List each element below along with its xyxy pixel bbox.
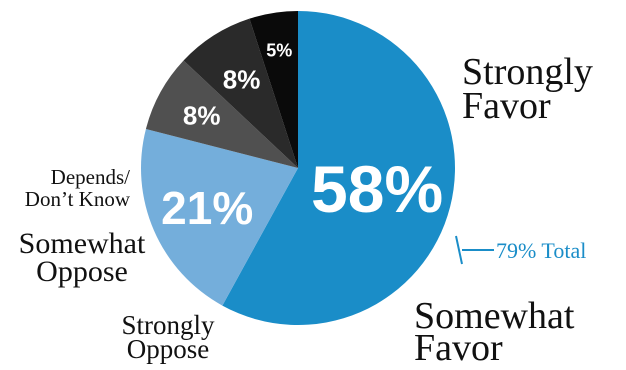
category-label-line: Strongly: [121, 310, 215, 340]
pie-slice: [222, 11, 455, 325]
pie-slice: [249, 10, 298, 168]
slice-value-label: 21%: [161, 182, 253, 234]
category-label-line: Don’t Know: [25, 187, 131, 211]
category-label-line: Favor: [462, 85, 551, 127]
category-label: Strongly Favor: [462, 51, 593, 127]
slice-value-label: 8%: [183, 100, 221, 130]
slice-value-label: 58%: [311, 152, 443, 226]
category-label-line: Somewhat: [414, 295, 575, 337]
pie-slice: [140, 128, 298, 306]
category-label-line: Oppose: [127, 334, 210, 364]
total-annotation: 79% Total: [455, 235, 586, 265]
total-bracket: [455, 235, 494, 265]
category-label: Somewhat Favor: [414, 295, 575, 369]
pie-slice: [183, 18, 298, 169]
category-label-line: Oppose: [36, 255, 128, 288]
category-label: Somewhat Oppose: [19, 227, 146, 288]
slice-value-label: 5%: [266, 41, 292, 61]
category-label-line: Favor: [414, 327, 503, 369]
category-label: Depends/Don’t Know: [25, 165, 131, 211]
slice-value-labels: 58%21%8%8%5%: [161, 41, 443, 234]
category-label-line: Somewhat: [19, 227, 146, 260]
category-label: Strongly Oppose: [121, 310, 215, 364]
category-label-line: Depends/: [51, 165, 130, 189]
slice-value-label: 8%: [223, 65, 261, 95]
pie-slices: [140, 10, 455, 325]
category-label-line: Strongly: [462, 51, 593, 93]
pie-slice: [145, 60, 298, 168]
total-annotation-text: 79% Total: [496, 238, 586, 263]
